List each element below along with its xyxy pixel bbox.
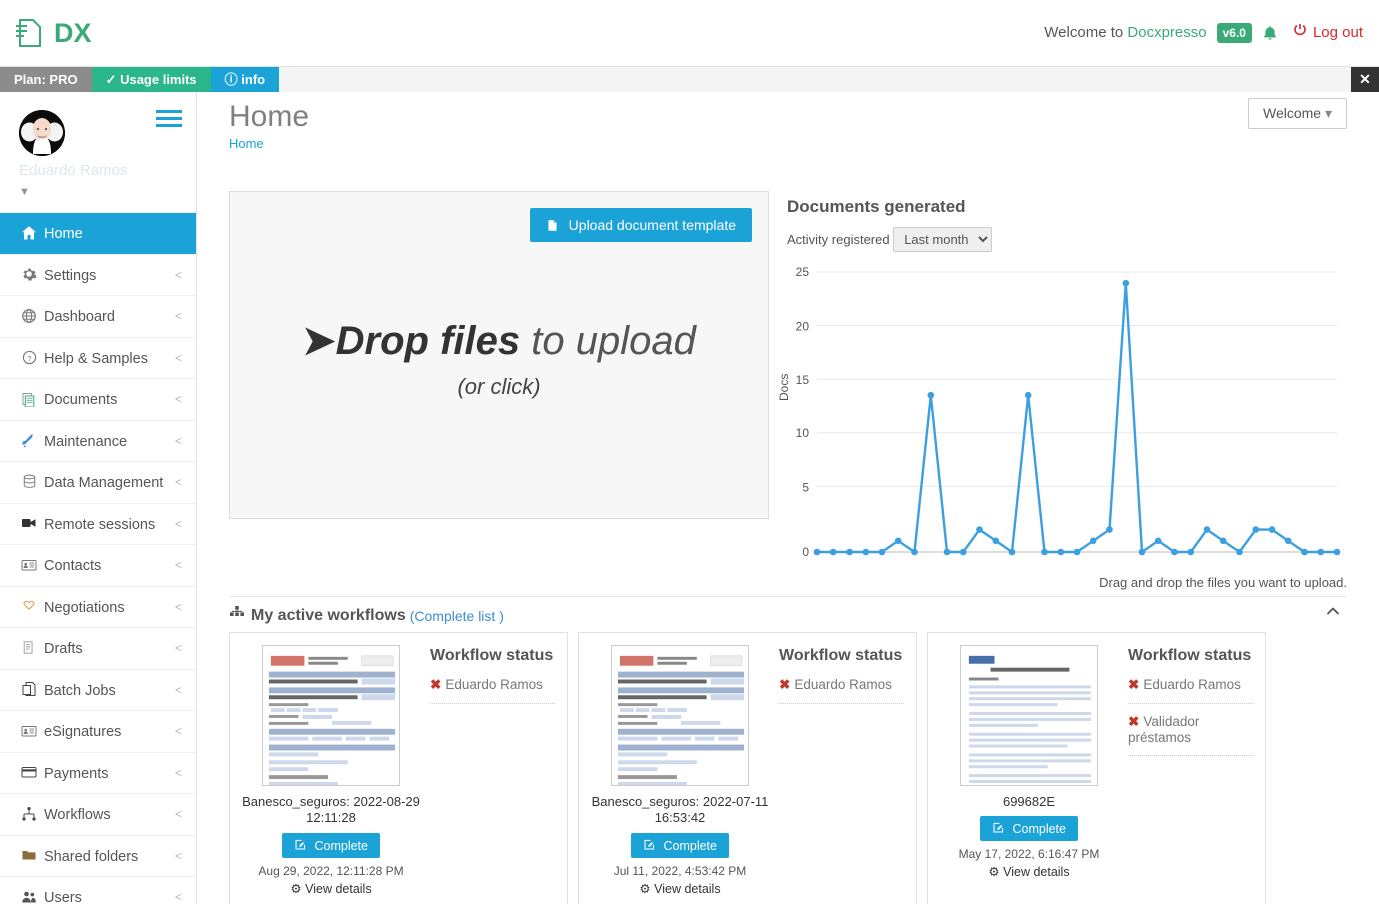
svg-text:15: 15 xyxy=(796,373,810,387)
svg-text:10: 10 xyxy=(796,426,810,440)
svg-text:0: 0 xyxy=(802,545,809,559)
svg-text:20: 20 xyxy=(796,320,810,334)
svg-text:5: 5 xyxy=(802,480,809,494)
svg-text:?: ? xyxy=(27,354,31,363)
svg-text:25: 25 xyxy=(796,265,810,279)
